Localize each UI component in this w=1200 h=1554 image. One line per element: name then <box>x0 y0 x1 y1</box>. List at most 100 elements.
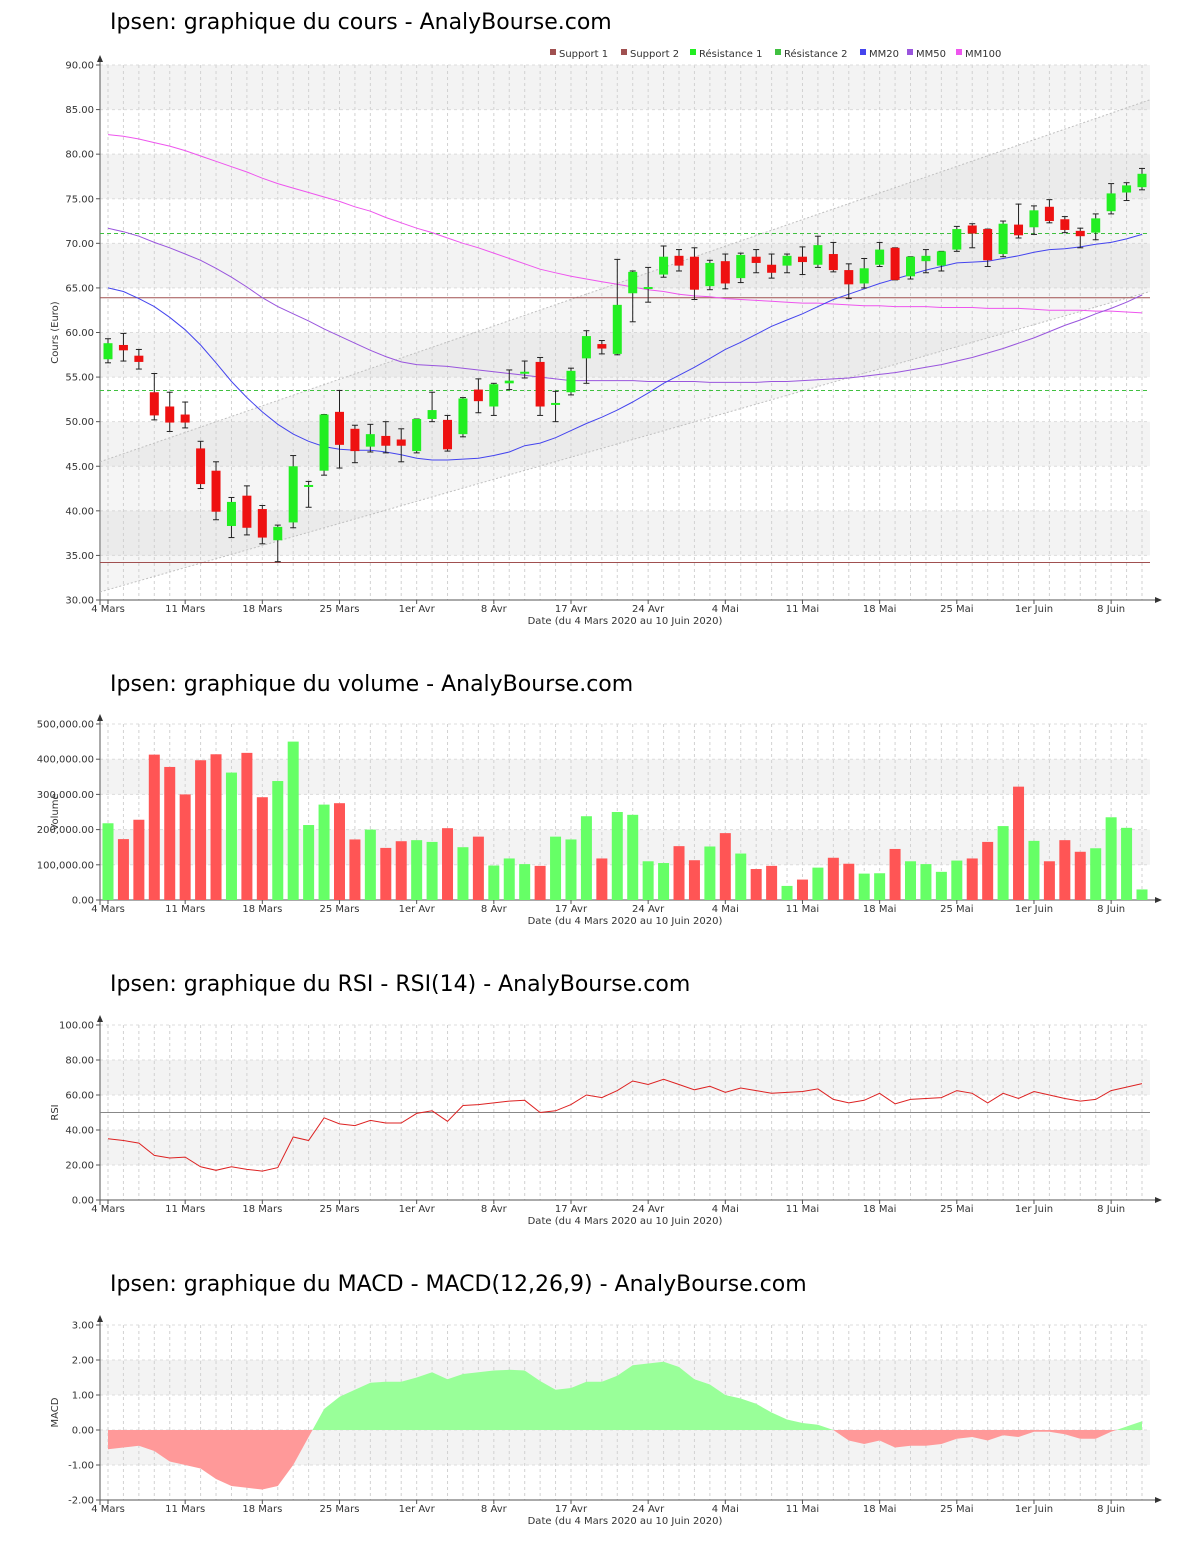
candle <box>118 332 128 362</box>
legend-label: Support 1 <box>559 49 608 60</box>
rsi-xtick-label: 18 Mars <box>242 1204 282 1215</box>
candle <box>1014 203 1024 239</box>
volume-bar <box>133 819 145 900</box>
candle-body <box>304 484 314 487</box>
price-xtick-label: 1er Avr <box>399 604 436 615</box>
rsi-xtick-label: 18 Mai <box>863 1204 896 1215</box>
macd-negative-area <box>108 1430 1142 1490</box>
candle-body <box>597 344 607 349</box>
volume-bar <box>534 865 546 900</box>
price-band <box>100 466 1150 511</box>
candle-body <box>1075 230 1085 237</box>
macd-xtick-label: 25 Mai <box>940 1504 973 1515</box>
candle <box>273 524 283 563</box>
candle-body <box>689 256 699 290</box>
macd-xtick-label: 8 Juin <box>1097 1504 1125 1515</box>
volume-bar <box>951 860 963 900</box>
candle <box>844 263 854 300</box>
rsi-band <box>100 1025 1150 1060</box>
candle <box>412 418 422 454</box>
candle-body <box>967 225 977 234</box>
legend-swatch <box>860 49 866 55</box>
candle <box>782 253 792 274</box>
rsi-xtick-label: 8 Juin <box>1097 1204 1125 1215</box>
price-ytick-label: 35.00 <box>65 551 94 562</box>
volume-bar <box>735 853 747 900</box>
volume-xtick-label: 4 Mai <box>712 904 739 915</box>
candle <box>489 382 499 416</box>
volume-bar <box>704 846 716 900</box>
volume-bar <box>1043 861 1055 900</box>
candle-body <box>844 270 854 285</box>
candle <box>149 373 159 421</box>
price-chart: 30.00 35.00 40.00 45.00 50.00 55.00 60.00 65.00… <box>50 48 1162 627</box>
macd-xtick-label: 11 Mars <box>165 1504 205 1515</box>
volume-bar <box>550 836 562 900</box>
candle <box>797 246 807 276</box>
macd-xtick-label: 18 Mars <box>242 1504 282 1515</box>
price-band <box>100 198 1150 244</box>
volume-ytick-label: 300,000.00 <box>37 790 94 801</box>
volume-bar <box>287 741 299 900</box>
rsi-xtick-label: 25 Mars <box>320 1204 360 1215</box>
rsi-xtick-label: 17 Avr <box>555 1204 588 1215</box>
candle <box>473 378 483 414</box>
price-ytick-label: 75.00 <box>65 194 94 205</box>
macd-x-arrow <box>1155 1497 1162 1503</box>
candle <box>813 235 823 268</box>
volume-bar <box>982 841 994 900</box>
volume-bar <box>117 839 129 900</box>
candle-body <box>334 411 344 445</box>
volume-bar <box>858 873 870 900</box>
volume-xtick-label: 25 Mars <box>320 904 360 915</box>
volume-bar <box>256 797 268 900</box>
price-xtick-label: 24 Avr <box>632 604 665 615</box>
price-y-axis-label: Cours (Euro) <box>50 301 61 364</box>
rsi-chart-panel: Ipsen: graphique du RSI - RSI(14) - Anal… <box>0 940 1200 1240</box>
candle <box>828 241 838 273</box>
legend-label: Résistance 2 <box>784 48 847 60</box>
candle-body <box>720 261 730 284</box>
volume-bar <box>766 865 778 900</box>
candle <box>736 252 746 284</box>
candle-body <box>226 501 236 526</box>
volume-ytick-label: 500,000.00 <box>37 720 94 731</box>
volume-band <box>100 759 1150 795</box>
candle-body <box>828 254 838 271</box>
candle-body <box>952 229 962 250</box>
price-band <box>100 287 1150 333</box>
candle <box>689 247 699 301</box>
candle <box>1122 182 1132 202</box>
volume-bar <box>210 754 222 900</box>
volume-bar <box>565 839 577 900</box>
rsi-chart: 0.00 20.00 40.00 60.00 80.00 100.00 4 Mars 11 M… <box>50 1015 1162 1227</box>
volume-bar <box>164 766 176 900</box>
price-x-arrow <box>1155 597 1162 603</box>
candle-body <box>134 355 144 362</box>
candle-body <box>473 389 483 402</box>
candle-body <box>1014 224 1024 236</box>
candle <box>458 397 468 438</box>
volume-bar <box>580 816 592 900</box>
volume-bar <box>225 772 237 900</box>
candle <box>257 504 267 545</box>
price-ytick-label: 70.00 <box>65 239 94 250</box>
candle <box>967 223 977 249</box>
volume-xtick-label: 8 Avr <box>481 904 508 915</box>
volume-bar <box>642 861 654 900</box>
volume-xtick-label: 1er Juin <box>1015 904 1053 915</box>
rsi-y-axis-label: RSI <box>50 1104 61 1120</box>
volume-xtick-label: 4 Mars <box>91 904 125 915</box>
rsi-x-arrow <box>1155 1197 1162 1203</box>
rsi-ytick-label: 40.00 <box>65 1126 94 1137</box>
candle-body <box>921 255 931 262</box>
price-ytick-label: 60.00 <box>65 328 94 339</box>
candle <box>288 455 298 529</box>
price-band <box>100 65 1150 110</box>
mm50-line <box>107 227 1143 383</box>
macd-y-axis-label: MACD <box>50 1397 61 1427</box>
price-ytick-label: 45.00 <box>65 462 94 473</box>
rsi-line <box>107 1078 1143 1172</box>
volume-bar <box>827 857 839 900</box>
volume-bar <box>719 833 731 900</box>
